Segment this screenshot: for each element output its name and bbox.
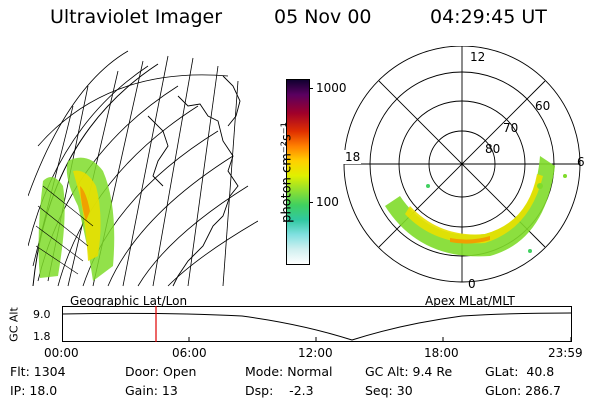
dsp-value: Dsp: -2.3 — [245, 383, 314, 398]
x-tick-label: 23:59 — [548, 346, 583, 360]
x-tick-label: 00:00 — [44, 346, 79, 360]
mlat-label: 60 — [535, 99, 550, 113]
ip-value: IP: 18.0 — [10, 383, 58, 398]
mlt-label: 18 — [345, 150, 360, 164]
colorbar-tick — [309, 202, 313, 203]
aurora-oval-geo — [38, 157, 115, 281]
mlt-label: 12 — [470, 50, 485, 64]
y-tick-label: 9.0 — [33, 308, 51, 321]
mode-status: Mode: Normal — [245, 364, 333, 379]
x-tick-label: 12:00 — [298, 346, 333, 360]
colorbar-tick-label: 100 — [316, 195, 339, 209]
gain-value: Gain: 13 — [125, 383, 178, 398]
geographic-map — [28, 50, 258, 287]
altitude-plot — [62, 306, 572, 342]
time-label: 04:29:45 UT — [430, 6, 547, 28]
colorbar-unit-label: photon cm⁻²s⁻¹ — [279, 122, 295, 223]
aurora-oval-polar — [385, 156, 567, 257]
x-tick-label: 18:00 — [424, 346, 459, 360]
date-label: 05 Nov 00 — [274, 6, 372, 28]
y-tick-label: 1.8 — [33, 330, 51, 343]
gc-altitude: GC Alt: 9.4 Re — [365, 364, 453, 379]
door-status: Door: Open — [125, 364, 197, 379]
mlt-label: 6 — [577, 155, 585, 169]
colorbar-tick — [309, 88, 313, 89]
flight-number: Flt: 1304 — [10, 364, 66, 379]
polar-plot: 12 18 6 0 80 70 60 — [343, 46, 585, 291]
gc-alt-axis-label: GC Alt — [7, 307, 21, 342]
geo-longitude: GLon: 286.7 — [485, 383, 561, 398]
app-title: Ultraviolet Imager — [50, 6, 223, 28]
sequence-number: Seq: 30 — [365, 383, 413, 398]
altitude-curve — [62, 312, 572, 341]
x-tick-label: 06:00 — [172, 346, 207, 360]
colorbar-tick-label: 1000 — [316, 81, 347, 95]
mlat-label: 80 — [485, 142, 500, 156]
geo-panel-label: Geographic Lat/Lon — [70, 294, 188, 308]
mlat-label: 70 — [503, 121, 518, 135]
geo-latitude: GLat: 40.8 — [485, 364, 555, 379]
apex-panel-label: Apex MLat/MLT — [425, 294, 515, 308]
mlt-label: 0 — [468, 277, 476, 291]
colorbar — [286, 79, 310, 265]
